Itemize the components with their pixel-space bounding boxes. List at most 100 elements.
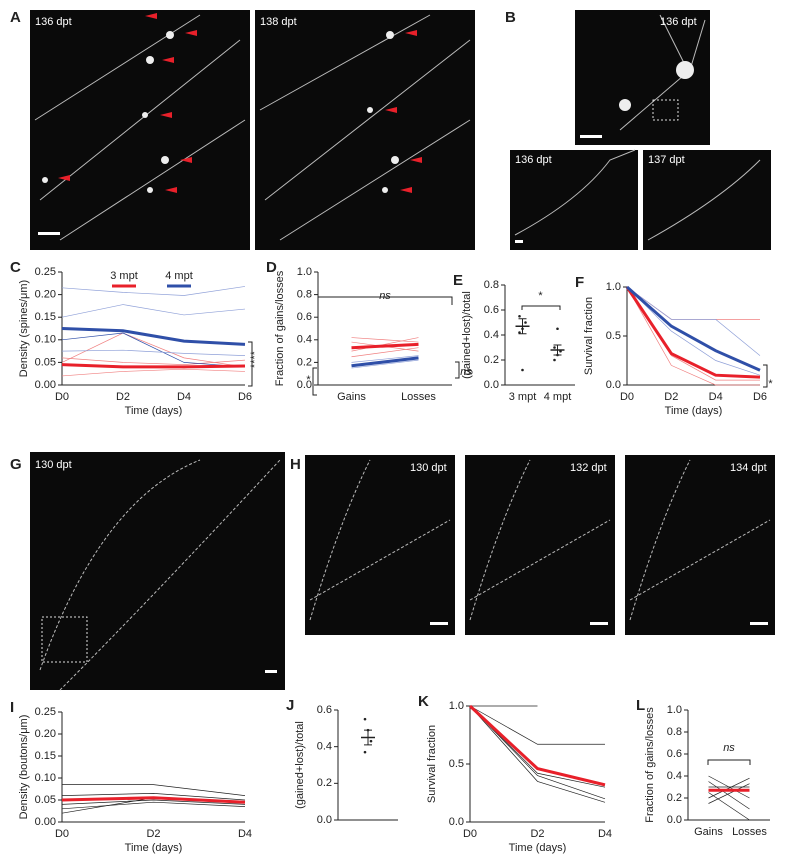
micrograph	[255, 10, 475, 250]
mean-line	[468, 704, 606, 787]
y-tick-label: 0.20	[35, 728, 56, 740]
trace	[708, 777, 750, 799]
y-axis-label: (gained+lost)/total	[461, 291, 473, 379]
y-tick-label: 0.4	[297, 334, 312, 346]
point	[556, 327, 559, 331]
neurites	[34, 14, 771, 691]
trace	[61, 801, 246, 810]
panel-label: B	[505, 9, 516, 26]
y-tick-label: 0.0	[484, 379, 499, 391]
trace	[708, 783, 750, 804]
annotation: *	[306, 374, 311, 386]
micrograph	[30, 452, 285, 690]
point	[363, 750, 367, 754]
panel-label: E	[453, 272, 463, 289]
point	[518, 331, 521, 334]
panel-label: H	[290, 456, 301, 473]
annotation: *	[538, 290, 543, 302]
y-tick-label: 0.0	[449, 816, 464, 828]
y-tick-label: 0.25	[35, 706, 56, 718]
x-tick-label: D4	[177, 391, 191, 403]
trace	[351, 347, 419, 358]
y-tick-label: 1.0	[449, 700, 464, 712]
y-axis-label: Survival fraction	[583, 297, 595, 375]
x-tick-label: D4	[238, 828, 252, 840]
y-tick-label: 1.0	[606, 281, 621, 293]
mean-line	[626, 285, 761, 372]
y-tick-label: 0.25	[35, 266, 56, 278]
y-tick-label: 0.5	[606, 330, 621, 342]
trace	[61, 357, 246, 366]
image-label: 138 dpt	[260, 16, 297, 28]
scale-bars	[38, 135, 768, 673]
inset-box	[652, 99, 679, 121]
error-bar	[364, 729, 372, 746]
panel-label: L	[636, 697, 645, 714]
x-tick-label: 3 mpt	[509, 391, 537, 403]
bracket	[248, 341, 253, 387]
y-tick-label: 0.6	[297, 311, 312, 323]
x-tick-label: D2	[664, 391, 678, 403]
y-tick-label: 0.05	[35, 356, 56, 368]
y-tick-label: 0.8	[297, 289, 312, 301]
legend-label: 3 mpt	[110, 270, 138, 282]
annotation: ns	[460, 366, 472, 378]
panel-label: J	[286, 697, 294, 714]
images: A B G H 136 dpt 138 dpt 136 dpt 136 dpt …	[10, 9, 775, 691]
point	[369, 739, 373, 743]
micrograph	[305, 455, 455, 635]
mean-line	[351, 356, 419, 368]
x-tick-label: D6	[238, 391, 252, 403]
y-tick-label: 0.0	[297, 379, 312, 391]
panel-label: G	[10, 456, 22, 473]
micrograph	[30, 10, 250, 250]
y-tick-label: 0.05	[35, 794, 56, 806]
y-axis-label: Density (boutons/μm)	[18, 715, 30, 820]
y-tick-label: 0.2	[667, 792, 682, 804]
trace	[61, 799, 246, 805]
y-tick-label: 0.4	[667, 770, 682, 782]
x-tick-label: D0	[55, 828, 69, 840]
point	[553, 358, 556, 362]
x-tick-label: D0	[463, 828, 477, 840]
x-axis-label: Time (days)	[125, 405, 183, 417]
y-tick-label: 0.00	[35, 816, 56, 828]
inset-box	[41, 616, 88, 663]
micrograph	[465, 455, 615, 635]
y-tick-label: 0.15	[35, 750, 56, 762]
bracket	[521, 305, 561, 310]
x-tick-label: D2	[116, 391, 130, 403]
image-label: 130 dpt	[410, 462, 447, 474]
y-tick-label: 0.10	[35, 772, 56, 784]
y-tick-label: 0.8	[484, 279, 499, 291]
panel-label: K	[418, 693, 429, 710]
error-bar	[518, 318, 527, 335]
cell-bodies	[42, 31, 694, 193]
arrows	[58, 13, 422, 193]
mean-line	[61, 327, 246, 346]
point	[553, 346, 556, 349]
y-tick-label: 0.6	[484, 304, 499, 316]
mean-line	[351, 342, 419, 350]
image-label: 137 dpt	[648, 154, 685, 166]
trace	[61, 793, 246, 801]
x-tick-label: D6	[753, 391, 767, 403]
trace	[469, 705, 605, 745]
mean-line	[625, 286, 761, 379]
point	[521, 368, 524, 372]
trace	[61, 332, 246, 368]
annotation: *	[768, 378, 773, 390]
annotation: ns	[723, 742, 735, 754]
trace	[469, 705, 606, 800]
image-label: 136 dpt	[35, 16, 72, 28]
image-label: 136 dpt	[515, 154, 552, 166]
y-tick-label: 0.0	[317, 814, 332, 826]
x-tick-label: D2	[530, 828, 544, 840]
y-tick-label: 1.0	[667, 704, 682, 716]
y-tick-label: 0.2	[317, 777, 332, 789]
micrograph	[643, 150, 771, 250]
trace	[626, 286, 761, 376]
y-tick-label: 0.2	[297, 356, 312, 368]
y-tick-label: 0.0	[606, 379, 621, 391]
